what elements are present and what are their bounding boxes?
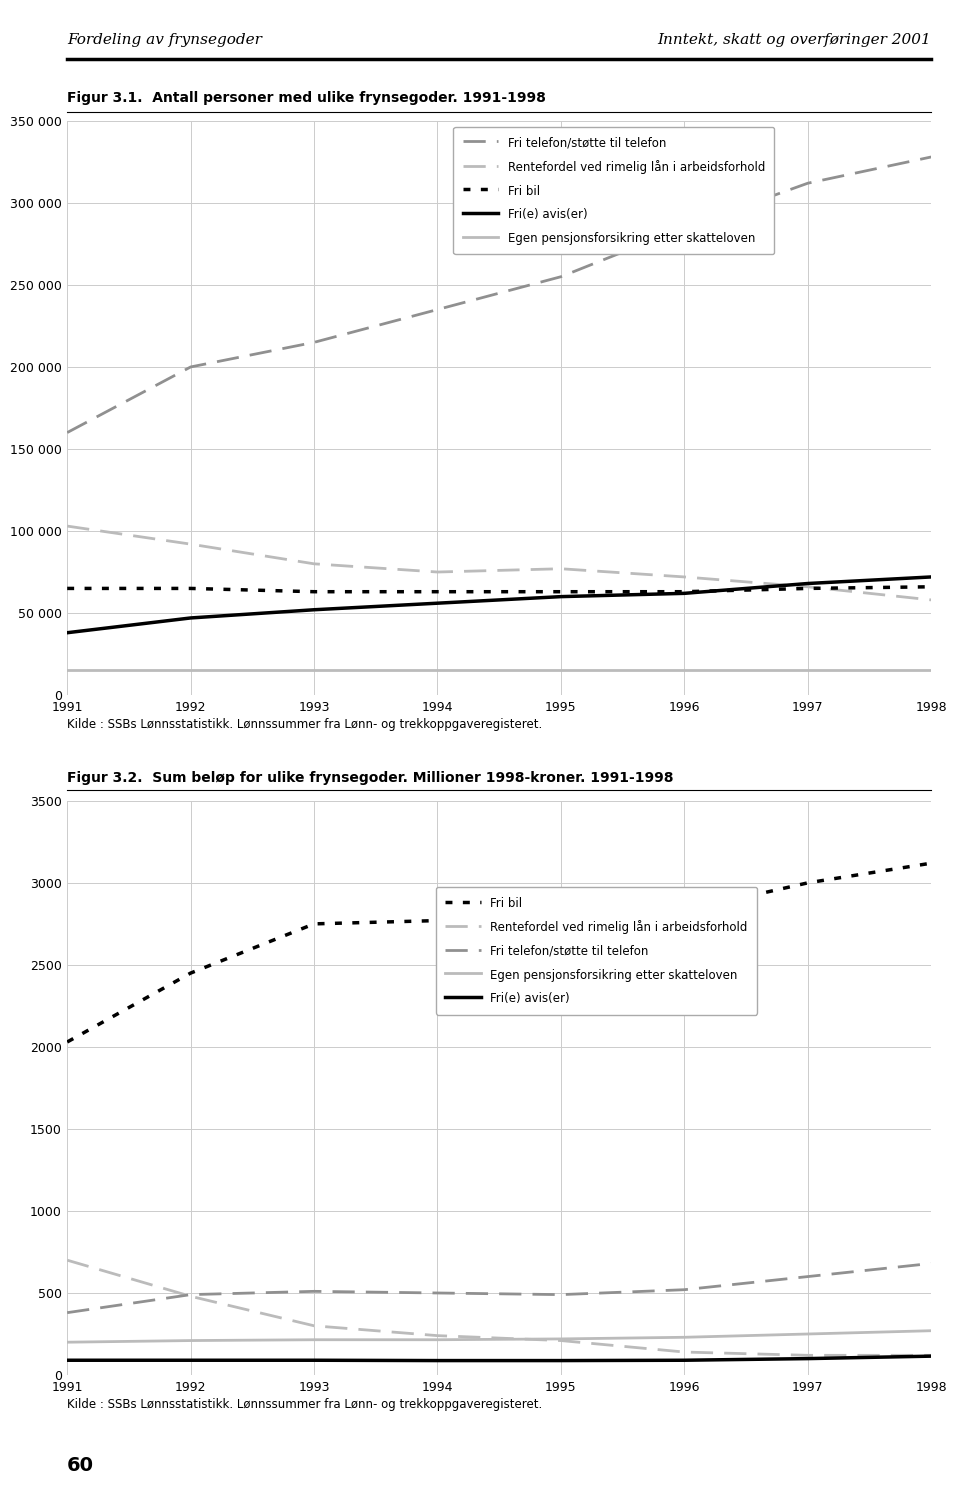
Text: Inntekt, skatt og overføringer 2001: Inntekt, skatt og overføringer 2001 [658, 33, 931, 47]
Text: Figur 3.2.  Sum beløp for ulike frynsegoder. Millioner 1998-kroner. 1991-1998: Figur 3.2. Sum beløp for ulike frynsegod… [67, 771, 674, 784]
Text: Figur 3.1.  Antall personer med ulike frynsegoder. 1991-1998: Figur 3.1. Antall personer med ulike fry… [67, 91, 546, 104]
Text: Kilde : SSBs Lønnsstatistikk. Lønnssummer fra Lønn- og trekkoppgaveregisteret.: Kilde : SSBs Lønnsstatistikk. Lønnssumme… [67, 1398, 542, 1411]
Legend: Fri bil, Rentefordel ved rimelig lån i arbeidsforhold, Fri telefon/støtte til te: Fri bil, Rentefordel ved rimelig lån i a… [436, 887, 757, 1014]
Legend: Fri telefon/støtte til telefon, Rentefordel ved rimelig lån i arbeidsforhold, Fr: Fri telefon/støtte til telefon, Rentefor… [453, 127, 775, 254]
Text: Fordeling av frynsegoder: Fordeling av frynsegoder [67, 33, 262, 47]
Text: Kilde : SSBs Lønnsstatistikk. Lønnssummer fra Lønn- og trekkoppgaveregisteret.: Kilde : SSBs Lønnsstatistikk. Lønnssumme… [67, 718, 542, 731]
Text: 60: 60 [67, 1457, 94, 1475]
